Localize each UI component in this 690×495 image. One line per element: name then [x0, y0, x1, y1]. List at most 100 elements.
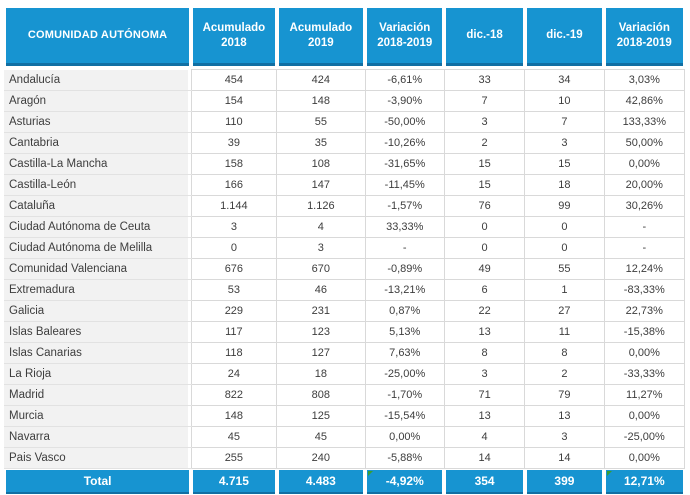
value-cell: 30,26% [604, 196, 684, 217]
value-cell: 147 [277, 175, 365, 196]
header-cell-acumulado-2018: Acumulado 2018 [191, 8, 276, 70]
header-cell-acumulado-2019: Acumulado 2019 [277, 8, 365, 70]
value-cell: -13,21% [365, 280, 444, 301]
total-variacion-acumulado-value: -4,92% [386, 474, 424, 488]
region-name-cell: Islas Canarias [4, 343, 191, 364]
value-cell: 822 [191, 385, 276, 406]
value-cell: 229 [191, 301, 276, 322]
value-cell: 2 [525, 364, 604, 385]
value-cell: 0,00% [604, 406, 684, 427]
value-cell: 0 [191, 238, 276, 259]
value-cell: 13 [525, 406, 604, 427]
value-cell: 13 [444, 322, 524, 343]
region-name-cell: Navarra [4, 427, 191, 448]
value-cell: 8 [525, 343, 604, 364]
value-cell: 11,27% [604, 385, 684, 406]
value-cell: -1,57% [365, 196, 444, 217]
region-name-cell: Castilla-La Mancha [4, 154, 191, 175]
value-cell: 5,13% [365, 322, 444, 343]
total-acumulado-2018-cell: 4.715 [191, 469, 276, 495]
value-cell: 118 [191, 343, 276, 364]
value-cell: -83,33% [604, 280, 684, 301]
value-cell: 22,73% [604, 301, 684, 322]
value-cell: 33 [444, 70, 524, 91]
total-acumulado-2019-cell: 4.483 [277, 469, 365, 495]
value-cell: 3 [444, 364, 524, 385]
value-cell: 49 [444, 259, 524, 280]
value-cell: 79 [525, 385, 604, 406]
value-cell: -25,00% [365, 364, 444, 385]
total-label-cell: Total [4, 469, 191, 495]
value-cell: 255 [191, 448, 276, 469]
value-cell: 0,00% [604, 154, 684, 175]
value-cell: 3 [277, 238, 365, 259]
value-cell: 99 [525, 196, 604, 217]
value-cell: 424 [277, 70, 365, 91]
value-cell: 0,00% [604, 343, 684, 364]
total-dic-18: 354 [446, 470, 522, 494]
value-cell: 10 [525, 91, 604, 112]
region-name-cell: Asturias [4, 112, 191, 133]
value-cell: 55 [277, 112, 365, 133]
value-cell: 33,33% [365, 217, 444, 238]
value-cell: 18 [277, 364, 365, 385]
value-cell: -6,61% [365, 70, 444, 91]
value-cell: 0,00% [365, 427, 444, 448]
region-name-cell: Comunidad Valenciana [4, 259, 191, 280]
regions-statistics-table: COMUNIDAD AUTÓNOMA Acumulado 2018 Acumul… [4, 8, 685, 495]
value-cell: 12,24% [604, 259, 684, 280]
value-cell: 42,86% [604, 91, 684, 112]
value-cell: 13 [444, 406, 524, 427]
value-cell: 110 [191, 112, 276, 133]
value-cell: 7 [525, 112, 604, 133]
header-label-comunidad: COMUNIDAD AUTÓNOMA [6, 8, 189, 66]
value-cell: 24 [191, 364, 276, 385]
value-cell: 18 [525, 175, 604, 196]
header-label-variacion-acumulado: Variación 2018-2019 [367, 8, 442, 66]
value-cell: -1,70% [365, 385, 444, 406]
region-name-cell: Islas Baleares [4, 322, 191, 343]
value-cell: 1 [525, 280, 604, 301]
value-cell: 3 [525, 427, 604, 448]
header-row: COMUNIDAD AUTÓNOMA Acumulado 2018 Acumul… [4, 8, 685, 70]
value-cell: 154 [191, 91, 276, 112]
region-name-cell: Pais Vasco [4, 448, 191, 469]
table-header: COMUNIDAD AUTÓNOMA Acumulado 2018 Acumul… [4, 8, 685, 70]
value-cell: 45 [277, 427, 365, 448]
value-cell: -3,90% [365, 91, 444, 112]
total-acumulado-2019: 4.483 [279, 470, 363, 494]
value-cell: - [604, 217, 684, 238]
error-indicator-triangle-icon [607, 471, 612, 476]
region-name-cell: Ciudad Autónoma de Ceuta [4, 217, 191, 238]
header-label-dic-18: dic.-18 [446, 8, 522, 66]
region-name-cell: Castilla-León [4, 175, 191, 196]
region-name-cell: Andalucía [4, 70, 191, 91]
value-cell: 0,87% [365, 301, 444, 322]
value-cell: 14 [525, 448, 604, 469]
value-cell: 670 [277, 259, 365, 280]
value-cell: 231 [277, 301, 365, 322]
value-cell: 158 [191, 154, 276, 175]
total-variacion-dic: 12,71% [606, 470, 682, 494]
value-cell: 45 [191, 427, 276, 448]
value-cell: 8 [444, 343, 524, 364]
value-cell: 0 [525, 217, 604, 238]
value-cell: 6 [444, 280, 524, 301]
value-cell: 11 [525, 322, 604, 343]
total-variacion-acumulado-cell: -4,92% [365, 469, 444, 495]
value-cell: -15,54% [365, 406, 444, 427]
header-label-acumulado-2019: Acumulado 2019 [279, 8, 363, 66]
value-cell: 166 [191, 175, 276, 196]
value-cell: 50,00% [604, 133, 684, 154]
region-name-cell: Aragón [4, 91, 191, 112]
